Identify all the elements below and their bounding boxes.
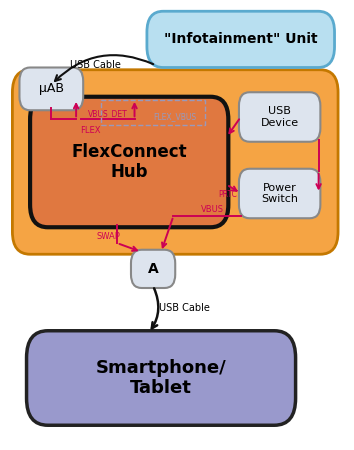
FancyArrowPatch shape bbox=[152, 288, 158, 328]
Text: USB Cable: USB Cable bbox=[159, 303, 210, 313]
FancyBboxPatch shape bbox=[27, 331, 296, 425]
Text: PRTCTL1: PRTCTL1 bbox=[218, 190, 251, 199]
Text: μAB: μAB bbox=[39, 82, 64, 95]
FancyBboxPatch shape bbox=[239, 92, 320, 142]
Text: USB
Device: USB Device bbox=[261, 106, 299, 128]
Text: VBUS_DET: VBUS_DET bbox=[88, 109, 128, 118]
FancyArrowPatch shape bbox=[162, 219, 172, 248]
FancyArrowPatch shape bbox=[316, 174, 321, 189]
FancyBboxPatch shape bbox=[147, 11, 335, 68]
FancyBboxPatch shape bbox=[239, 169, 320, 218]
Text: SWAP: SWAP bbox=[96, 232, 120, 241]
FancyBboxPatch shape bbox=[131, 250, 175, 288]
Text: FlexConnect
Hub: FlexConnect Hub bbox=[72, 143, 187, 181]
FancyBboxPatch shape bbox=[30, 97, 228, 227]
FancyBboxPatch shape bbox=[19, 68, 83, 110]
Text: USB Cable: USB Cable bbox=[70, 60, 121, 70]
FancyArrowPatch shape bbox=[132, 104, 137, 117]
Text: FLEX_VBUS: FLEX_VBUS bbox=[154, 112, 197, 122]
Text: "Infotainment" Unit: "Infotainment" Unit bbox=[164, 32, 318, 46]
FancyArrowPatch shape bbox=[119, 244, 137, 251]
FancyArrowPatch shape bbox=[74, 104, 78, 117]
FancyArrowPatch shape bbox=[229, 119, 239, 133]
Text: FLEX: FLEX bbox=[80, 126, 100, 135]
Text: VBUS: VBUS bbox=[201, 205, 224, 214]
FancyBboxPatch shape bbox=[12, 70, 338, 254]
Text: Power
Switch: Power Switch bbox=[261, 183, 298, 204]
Text: Smartphone/
Tablet: Smartphone/ Tablet bbox=[96, 359, 227, 397]
FancyArrowPatch shape bbox=[55, 55, 153, 81]
FancyArrowPatch shape bbox=[229, 186, 236, 191]
Text: A: A bbox=[148, 262, 159, 276]
